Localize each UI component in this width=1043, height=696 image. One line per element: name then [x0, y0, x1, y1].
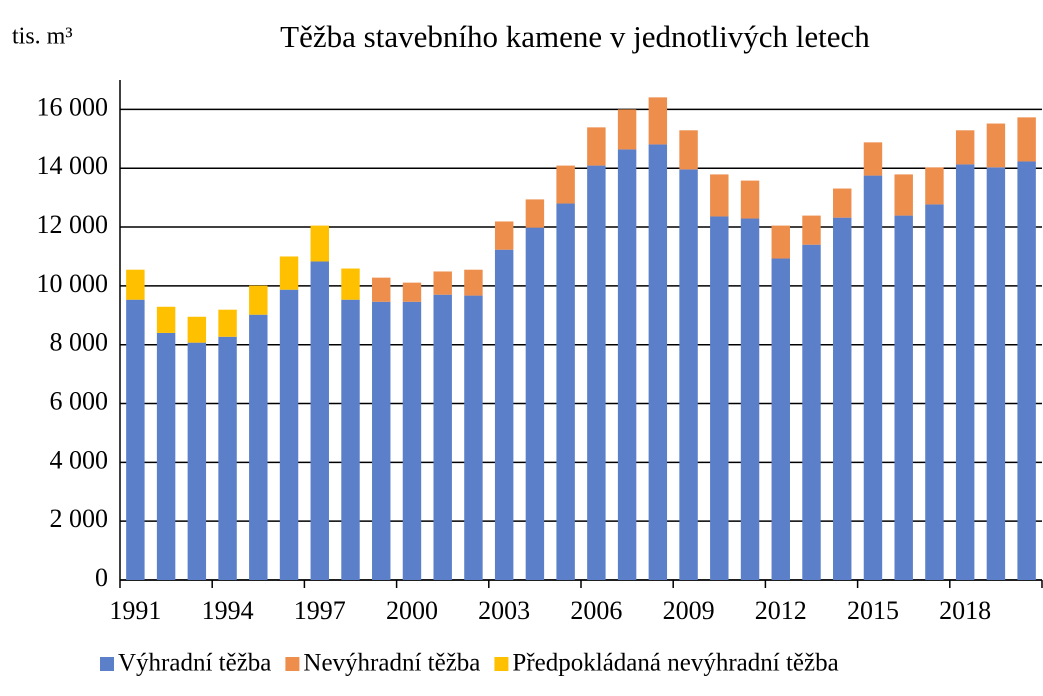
legend-swatch: [494, 657, 509, 671]
bar-segment: [433, 271, 452, 295]
bar-segment: [126, 299, 145, 580]
bar-segment: [341, 299, 360, 580]
y-tick-label: 14 000: [37, 151, 109, 180]
bar-segment: [556, 203, 575, 580]
x-tick-label: 2015: [847, 596, 899, 625]
bar-segment: [617, 109, 637, 150]
bar-segment: [279, 289, 299, 580]
x-tick-label: 1994: [202, 596, 254, 625]
bar-segment: [710, 174, 729, 217]
bar-segment: [372, 301, 391, 580]
bar-segment: [218, 336, 237, 580]
bar-segment: [955, 164, 975, 581]
bar-segment: [402, 282, 422, 302]
bar-segment: [310, 261, 329, 580]
bar-segment: [648, 97, 668, 145]
bar-segment: [525, 199, 545, 228]
bar-segment: [710, 216, 729, 580]
bar-segment: [587, 127, 606, 166]
y-tick-label: 10 000: [37, 269, 109, 298]
bar-segment: [679, 130, 698, 170]
x-tick-label: 2009: [663, 596, 715, 625]
bar-segment: [833, 188, 852, 218]
y-tick-label: 0: [95, 563, 108, 592]
x-tick-label: 2018: [939, 596, 991, 625]
bar-segment: [218, 309, 237, 337]
x-tick-label: 1997: [294, 596, 346, 625]
bar-segment: [433, 294, 452, 580]
bar-segment: [525, 227, 545, 580]
legend-swatch: [100, 657, 114, 671]
bar-segment: [402, 301, 422, 580]
bar-segment: [249, 314, 268, 580]
bar-segment: [740, 218, 760, 580]
chart-title: Těžba stavebního kamene v jednotlivých l…: [280, 19, 870, 54]
x-tick-label: 2000: [386, 596, 438, 625]
bar-segment: [802, 215, 821, 245]
y-tick-label: 16 000: [37, 92, 109, 121]
bar-segment: [925, 204, 944, 581]
bar-segment: [341, 268, 360, 300]
bar-segment: [372, 277, 391, 302]
bar-segment: [556, 165, 575, 204]
bar-segment: [925, 167, 944, 205]
bar-segment: [310, 225, 329, 262]
legend-label: Nevýhradní těžba: [303, 650, 480, 677]
bar-segment: [1017, 117, 1036, 162]
x-tick-label: 2006: [570, 596, 622, 625]
bar-segment: [894, 215, 913, 580]
x-tick-label: 2012: [755, 596, 807, 625]
bar-segment: [955, 130, 975, 165]
bar-segment: [587, 165, 606, 580]
bar-segment: [156, 332, 176, 580]
x-tick-label: 1991: [109, 596, 161, 625]
legend-swatch: [285, 657, 300, 671]
bar-segment: [126, 269, 145, 300]
bar-segment: [863, 142, 883, 176]
bar-segment: [494, 249, 514, 581]
bar-segment: [802, 244, 821, 581]
bar-segment: [740, 180, 760, 219]
y-tick-label: 8 000: [50, 328, 109, 357]
bar-segment: [894, 174, 913, 216]
bar-segment: [464, 295, 483, 580]
bar-segment: [617, 149, 637, 581]
y-tick-label: 12 000: [37, 210, 109, 239]
y-axis-label: tis. m³: [12, 24, 73, 50]
bar-segment: [279, 256, 299, 290]
bar-segment: [187, 342, 207, 580]
bar-segment: [249, 285, 268, 315]
y-tick-label: 2 000: [50, 504, 109, 533]
bar-segment: [648, 144, 668, 581]
bar-segment: [187, 316, 207, 343]
legend-label: Výhradní těžba: [118, 650, 271, 677]
bar-segment: [986, 167, 1006, 580]
y-tick-label: 6 000: [50, 386, 109, 415]
bar-segment: [771, 225, 790, 259]
bar-segment: [494, 221, 514, 250]
bar-segment: [679, 169, 698, 581]
bar-segment: [771, 258, 790, 580]
bar-segment: [156, 306, 176, 333]
y-tick-label: 4 000: [50, 445, 109, 474]
bar-segment: [833, 217, 852, 580]
x-tick-label: 2003: [478, 596, 530, 625]
legend-label: Předpokládaná nevýhradní těžba: [512, 650, 838, 677]
bar-segment: [1017, 161, 1036, 580]
bar-segment: [863, 175, 883, 580]
bar-segment: [464, 269, 483, 296]
bar-segment: [986, 123, 1006, 168]
